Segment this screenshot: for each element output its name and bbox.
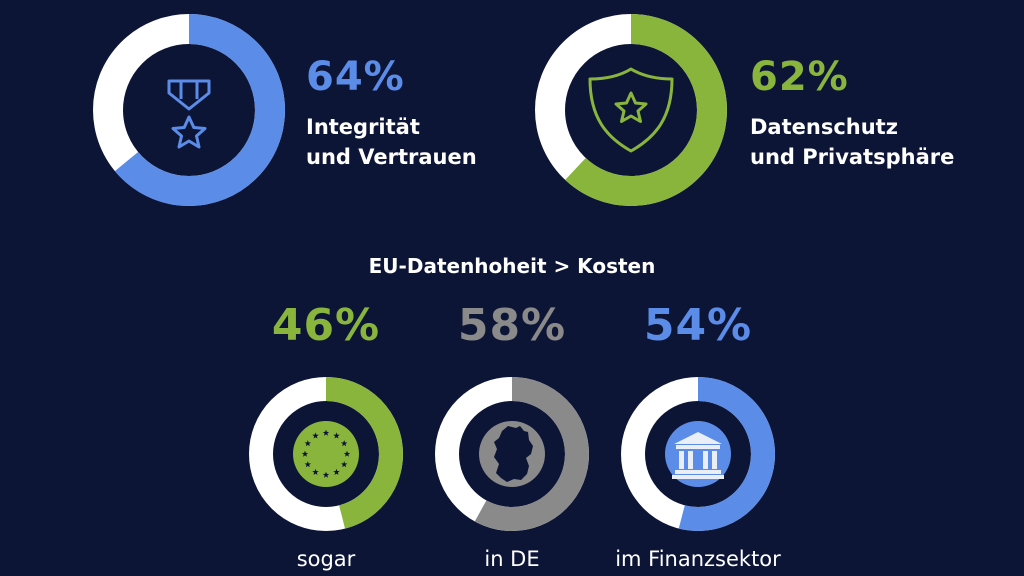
donut-de-label: in DE — [484, 547, 540, 571]
donut-finance-value: 54% — [643, 300, 753, 351]
donut-finance-arc — [621, 377, 775, 531]
donut-privacy-arc — [535, 14, 727, 206]
shield-star-icon — [588, 67, 674, 153]
eu-star — [340, 461, 348, 468]
donut-finance-svg — [621, 377, 775, 531]
eu-star — [340, 440, 348, 447]
donut-finance — [620, 376, 776, 532]
donut-eu-svg — [249, 377, 403, 531]
donut-integrity-value: 64% — [306, 54, 405, 100]
donut-de-arc — [435, 377, 589, 531]
bank-icon — [665, 421, 731, 487]
medal-icon — [167, 79, 211, 149]
eu-star — [304, 461, 312, 468]
eu-star — [312, 432, 319, 439]
donut-integrity-svg — [93, 14, 285, 206]
eu-star — [322, 429, 330, 436]
donut-privacy-value: 62% — [750, 54, 849, 100]
donut-de-value: 58% — [457, 300, 567, 351]
eu-star — [304, 440, 312, 447]
donut-eu-label: sogar — [296, 547, 356, 571]
donut-integrity — [92, 13, 286, 207]
donut-integrity-label-line2: und Vertrauen — [306, 145, 477, 169]
donut-privacy-label-line1: Datenschutz — [750, 115, 898, 139]
eu-star — [343, 450, 351, 457]
donut-eu-value: 46% — [271, 300, 381, 351]
donut-privacy-svg — [535, 14, 727, 206]
eu-star — [322, 471, 330, 478]
section-heading: EU-Datenhoheit > Kosten — [368, 254, 656, 278]
eu-star — [333, 432, 340, 439]
donut-eu — [248, 376, 404, 532]
donut-privacy — [534, 13, 728, 207]
eu-star — [333, 468, 340, 475]
eu-stars-icon — [293, 421, 359, 487]
donut-de-svg — [435, 377, 589, 531]
eu-star — [312, 468, 319, 475]
donut-integrity-label-line1: Integrität — [306, 115, 420, 139]
donut-eu-arc — [249, 377, 403, 531]
donut-finance-label: im Finanzsektor — [615, 547, 781, 571]
eu-star — [301, 450, 309, 457]
donut-privacy-label-line2: und Privatsphäre — [750, 145, 955, 169]
germany-map-icon — [479, 421, 545, 487]
donut-de — [434, 376, 590, 532]
donut-integrity-arc — [93, 14, 285, 206]
